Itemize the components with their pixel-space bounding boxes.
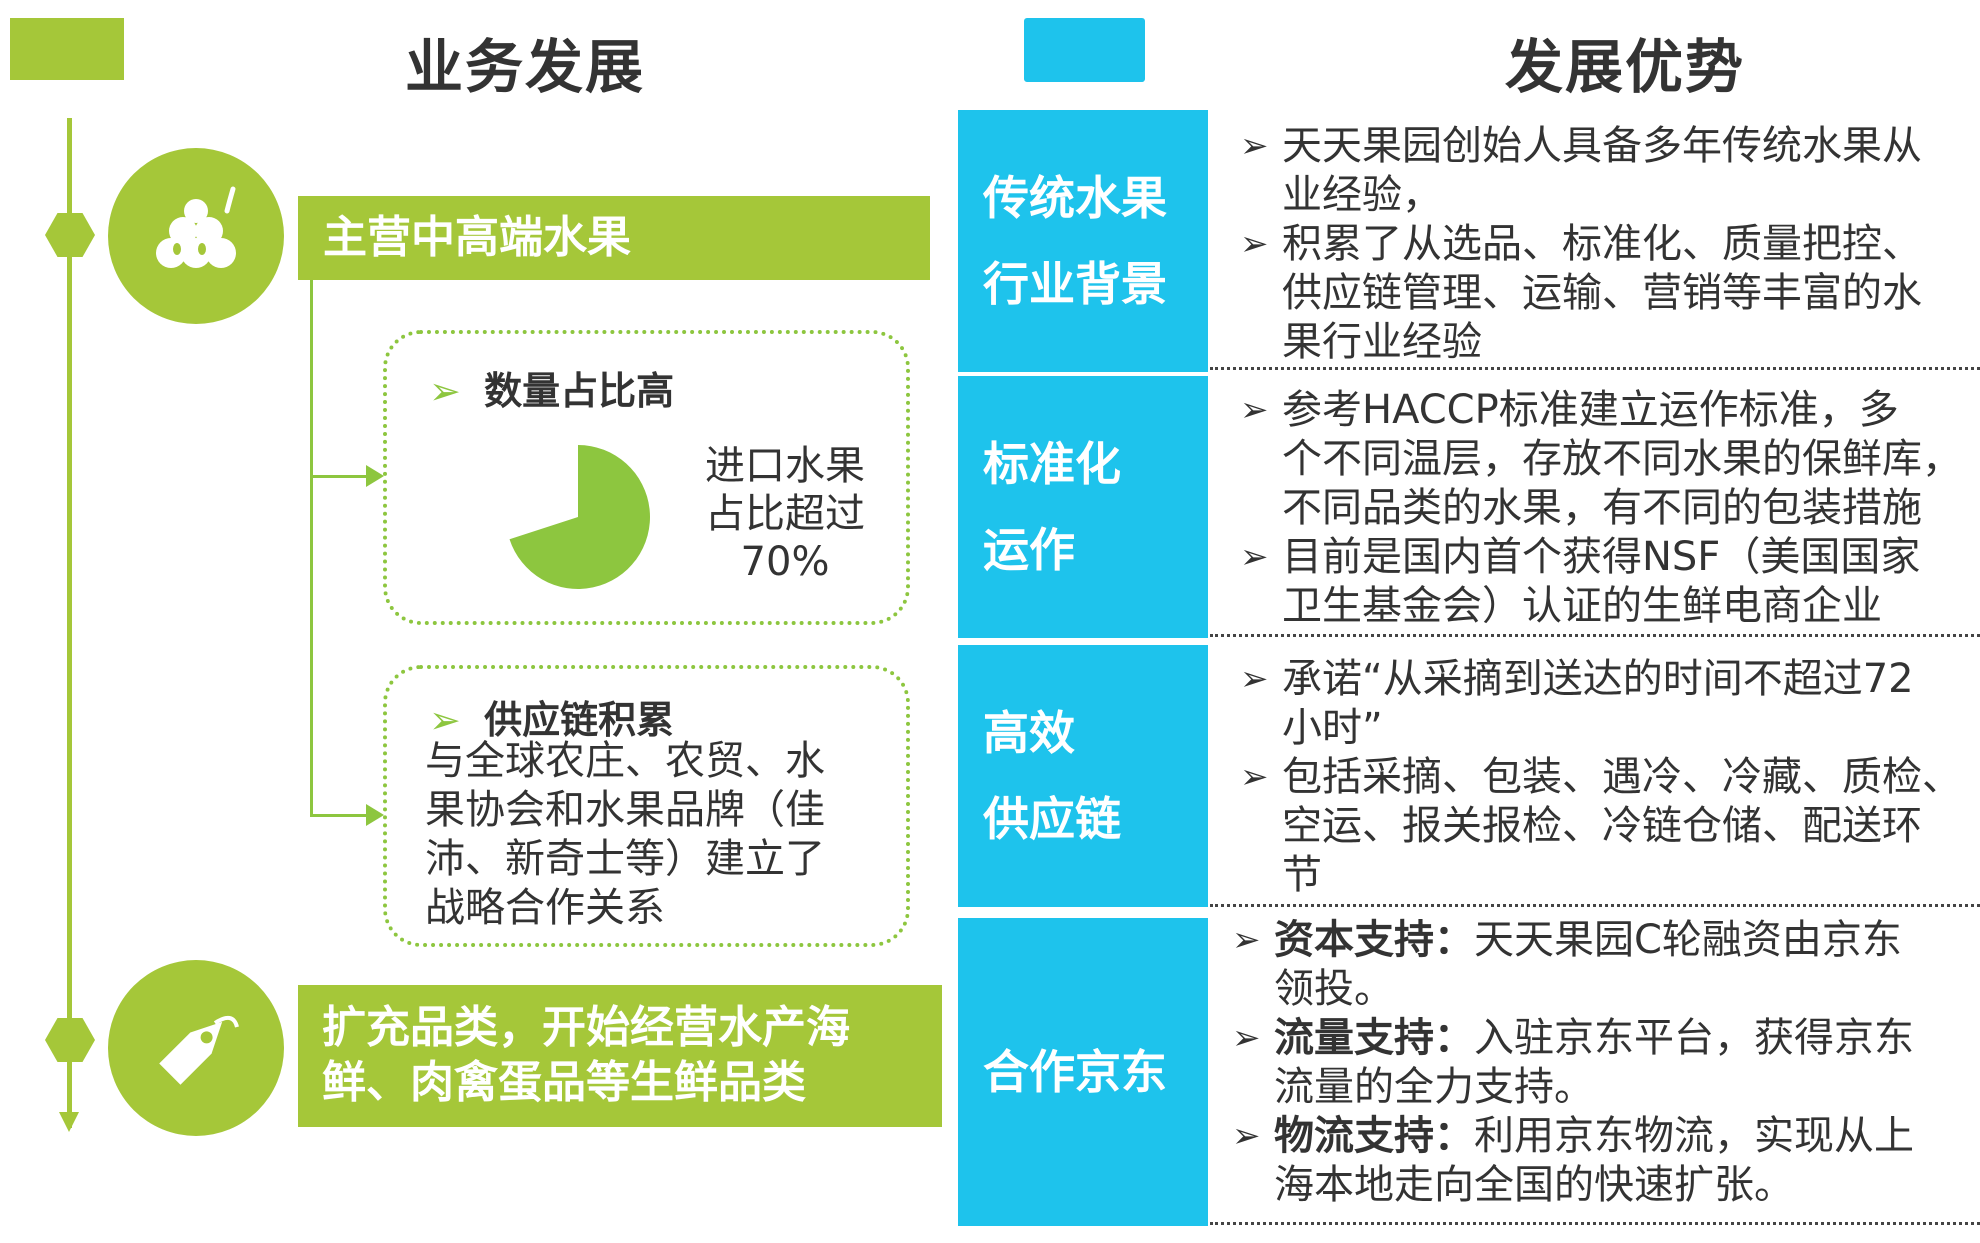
- desc-line: 天天果园C轮融资由京东: [1474, 917, 1902, 963]
- tag-icon: [159, 1015, 239, 1085]
- bullet-arrow-icon: ➢: [1232, 1116, 1261, 1156]
- left-header-marker: [10, 18, 124, 80]
- tree-connector-2: [310, 814, 370, 817]
- supply-chain-line: 战略合作关系: [425, 885, 665, 931]
- left-title: 业务发展: [405, 33, 646, 101]
- advantage-desc-tradition: ➢ 天天果园创始人具备多年传统水果从 业经验， ➢ 积累了从选品、标准化、质量把控…: [1240, 122, 1980, 367]
- desc-line: 利用京东物流，实现从上: [1474, 1113, 1914, 1159]
- advantage-label-tradition: 传统水果 行业背景: [958, 110, 1208, 372]
- desc-line: 不同品类的水果，有不同的包装措施: [1282, 485, 1922, 531]
- desc-line: 节: [1282, 852, 1322, 898]
- desc-bold: 物流支持：: [1274, 1113, 1474, 1159]
- quantity-box: ➢ 数量占比高 进口水果 占比超过 70%: [383, 330, 910, 625]
- bullet-arrow-icon: ➢: [1232, 1018, 1261, 1058]
- desc-line: 积累了从选品、标准化、质量把控、: [1282, 221, 1922, 267]
- timeline-line: [67, 118, 72, 1128]
- desc-line: 包括采摘、包装、遇冷、冷藏、质检、: [1282, 754, 1962, 800]
- bullet-arrow-icon: ➢: [429, 698, 461, 742]
- bullet-arrow-icon: ➢: [1240, 659, 1269, 699]
- main-business-label: 主营中高端水果: [323, 212, 631, 263]
- desc-line: 小时”: [1282, 705, 1383, 751]
- advantage-label-standard: 标准化 运作: [958, 376, 1208, 638]
- right-title: 发展优势: [1505, 33, 1746, 101]
- bullet-arrow-icon: ➢: [429, 369, 461, 413]
- bullet-arrow-icon: ➢: [1240, 224, 1269, 264]
- quantity-heading: 数量占比高: [484, 369, 675, 413]
- connector-arrow-icon: [366, 804, 384, 826]
- desc-line: 果行业经验: [1282, 319, 1482, 365]
- pie-slice-import: [509, 445, 650, 589]
- tree-connector-vertical: [310, 280, 313, 817]
- bullet-arrow-icon: ➢: [1240, 390, 1269, 430]
- desc-line: 供应链管理、运输、营销等丰富的水: [1282, 270, 1922, 316]
- supply-chain-line: 沛、新奇士等）建立了: [425, 836, 825, 882]
- right-header-marker: [1024, 18, 1145, 82]
- import-share-line: 占比超过: [705, 491, 865, 537]
- supply-chain-box: ➢ 供应链积累 与全球农庄、农贸、水 果协会和水果品牌（佳 沛、新奇士等）建立了…: [383, 665, 910, 947]
- desc-line: 参考HACCP标准建立运作标准，多: [1282, 387, 1899, 433]
- import-share-line: 进口水果: [705, 443, 865, 489]
- advantage-label-line: 供应链: [983, 792, 1121, 846]
- desc-line: 流量的全力支持。: [1274, 1064, 1594, 1110]
- row-divider: [1210, 904, 1980, 907]
- desc-bold: 流量支持：: [1274, 1015, 1474, 1061]
- import-share-line: 70%: [740, 539, 830, 585]
- supply-chain-line: 与全球农庄、农贸、水: [425, 738, 825, 784]
- advantage-label-line: 行业背景: [983, 257, 1167, 311]
- fruit-circle: [108, 148, 284, 324]
- timeline-arrow-icon: [59, 1112, 79, 1132]
- desc-line: 空运、报关报检、冷链仓储、配送环: [1282, 803, 1922, 849]
- desc-line: 天天果园创始人具备多年传统水果从: [1282, 123, 1922, 169]
- tree-connector-1: [310, 475, 370, 478]
- advantage-desc-supply: ➢ 承诺“从采摘到送达的时间不超过72 小时” ➢ 包括采摘、包装、遇冷、冷藏、质…: [1240, 655, 1980, 900]
- desc-line: 业经验，: [1282, 172, 1442, 218]
- desc-bold: 资本支持：: [1274, 917, 1474, 963]
- row-divider: [1210, 367, 1980, 370]
- bullet-arrow-icon: ➢: [1240, 126, 1269, 166]
- advantage-label-supply: 高效 供应链: [958, 645, 1208, 907]
- advantage-desc-jd: ➢ 资本支持：天天果园C轮融资由京东领投。 ➢ 流量支持：入驻京东平台，获得京东…: [1232, 916, 1980, 1210]
- expand-category-bar: 扩充品类，开始经营水产海 鲜、肉禽蛋品等生鲜品类: [298, 985, 942, 1127]
- timeline-node-2: [45, 1018, 95, 1062]
- expand-category-line: 鲜、肉禽蛋品等生鲜品类: [322, 1057, 806, 1108]
- advantage-label-line: 标准化: [983, 437, 1121, 491]
- fruit-icon: [156, 186, 236, 268]
- expand-category-line: 扩充品类，开始经营水产海: [322, 1002, 850, 1053]
- advantage-label-line: 合作京东: [983, 1045, 1167, 1099]
- supply-chain-heading: 供应链积累: [484, 698, 675, 742]
- desc-line: 领投。: [1274, 966, 1394, 1012]
- supply-chain-text: 与全球农庄、农贸、水 果协会和水果品牌（佳 沛、新奇士等）建立了 战略合作关系: [425, 737, 825, 933]
- advantage-label-line: 传统水果: [983, 171, 1167, 225]
- supply-chain-line: 果协会和水果品牌（佳: [425, 787, 825, 833]
- desc-line: 卫生基金会）认证的生鲜电商企业: [1282, 583, 1882, 629]
- advantage-label-line: 运作: [983, 523, 1075, 577]
- timeline-node-1: [45, 213, 95, 257]
- advantage-label-line: 高效: [983, 706, 1075, 760]
- bullet-arrow-icon: ➢: [1232, 920, 1261, 960]
- row-divider: [1210, 1222, 1980, 1225]
- desc-line: 海本地走向全国的快速扩张。: [1274, 1162, 1794, 1208]
- desc-line: 入驻京东平台，获得京东: [1474, 1015, 1914, 1061]
- import-share-pie: [509, 445, 650, 589]
- advantage-desc-standard: ➢ 参考HACCP标准建立运作标准，多 个不同温层，存放不同水果的保鲜库， 不同品类…: [1240, 386, 1980, 631]
- main-business-bar: 主营中高端水果: [298, 196, 930, 280]
- import-share-text: 进口水果 占比超过 70%: [695, 442, 875, 586]
- advantage-label-jd: 合作京东: [958, 918, 1208, 1226]
- bullet-arrow-icon: ➢: [1240, 757, 1269, 797]
- desc-line: 目前是国内首个获得NSF（美国国家: [1282, 534, 1921, 580]
- row-divider: [1210, 634, 1980, 637]
- desc-line: 个不同温层，存放不同水果的保鲜库，: [1282, 436, 1962, 482]
- desc-line: 承诺“从采摘到送达的时间不超过72: [1282, 656, 1914, 702]
- connector-arrow-icon: [366, 465, 384, 487]
- bullet-arrow-icon: ➢: [1240, 537, 1269, 577]
- tag-circle: [108, 960, 284, 1136]
